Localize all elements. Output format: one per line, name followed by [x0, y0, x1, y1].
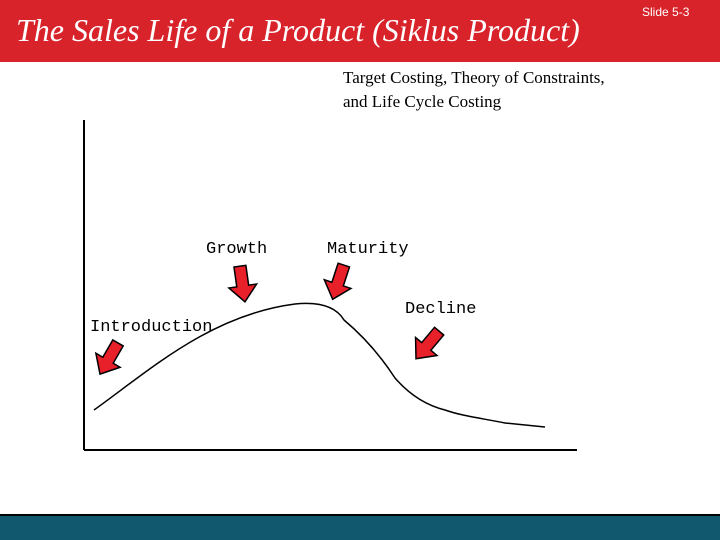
stage-label-growth: Growth	[206, 240, 268, 259]
subtitle-line-1: Target Costing, Theory of Constraints,	[343, 68, 605, 87]
sales-curve	[93, 302, 546, 428]
growth-arrow-icon	[227, 264, 259, 303]
maturity-arrow-icon	[322, 262, 353, 301]
introduction-arrow-icon	[94, 338, 125, 376]
stage-label-introduction: Introduction	[90, 318, 213, 337]
footer-bar	[0, 514, 720, 540]
subtitle: Target Costing, Theory of Constraints, a…	[343, 66, 703, 114]
slide-number: Slide 5-3	[642, 5, 690, 19]
subtitle-line-2: and Life Cycle Costing	[343, 92, 502, 111]
stage-label-decline: Decline	[405, 300, 477, 319]
stage-label-maturity: Maturity	[327, 240, 409, 259]
slide-title: The Sales Life of a Product (Siklus Prod…	[16, 12, 580, 48]
decline-arrow-icon	[414, 326, 445, 360]
title-bar: The Sales Life of a Product (Siklus Prod…	[0, 0, 720, 62]
